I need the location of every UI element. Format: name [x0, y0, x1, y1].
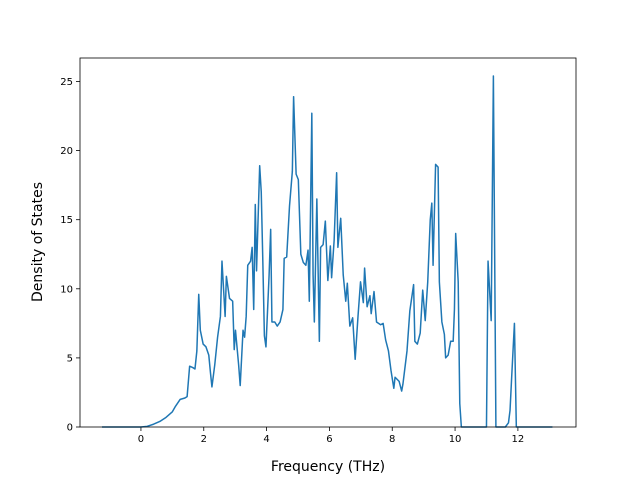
y-tick-label: 0 — [67, 423, 73, 434]
y-axis-label: Density of States — [30, 182, 46, 302]
dos-line — [101, 75, 553, 428]
x-tick-label: 8 — [389, 434, 395, 445]
y-tick-label: 10 — [60, 284, 73, 295]
y-tick-label: 25 — [60, 77, 73, 88]
x-tick-label: 4 — [263, 434, 269, 445]
y-tick-label: 5 — [67, 353, 73, 364]
plot-frame — [79, 57, 577, 428]
x-tick-label: 10 — [449, 434, 462, 445]
y-tick-label: 20 — [60, 146, 73, 157]
x-tick-label: 6 — [326, 434, 332, 445]
y-tick-label: 15 — [60, 215, 73, 226]
x-axis-label: Frequency (THz) — [271, 459, 385, 475]
x-tick-label: 12 — [512, 434, 525, 445]
x-tick-label: 2 — [201, 434, 207, 445]
x-tick-label: 0 — [138, 434, 144, 445]
